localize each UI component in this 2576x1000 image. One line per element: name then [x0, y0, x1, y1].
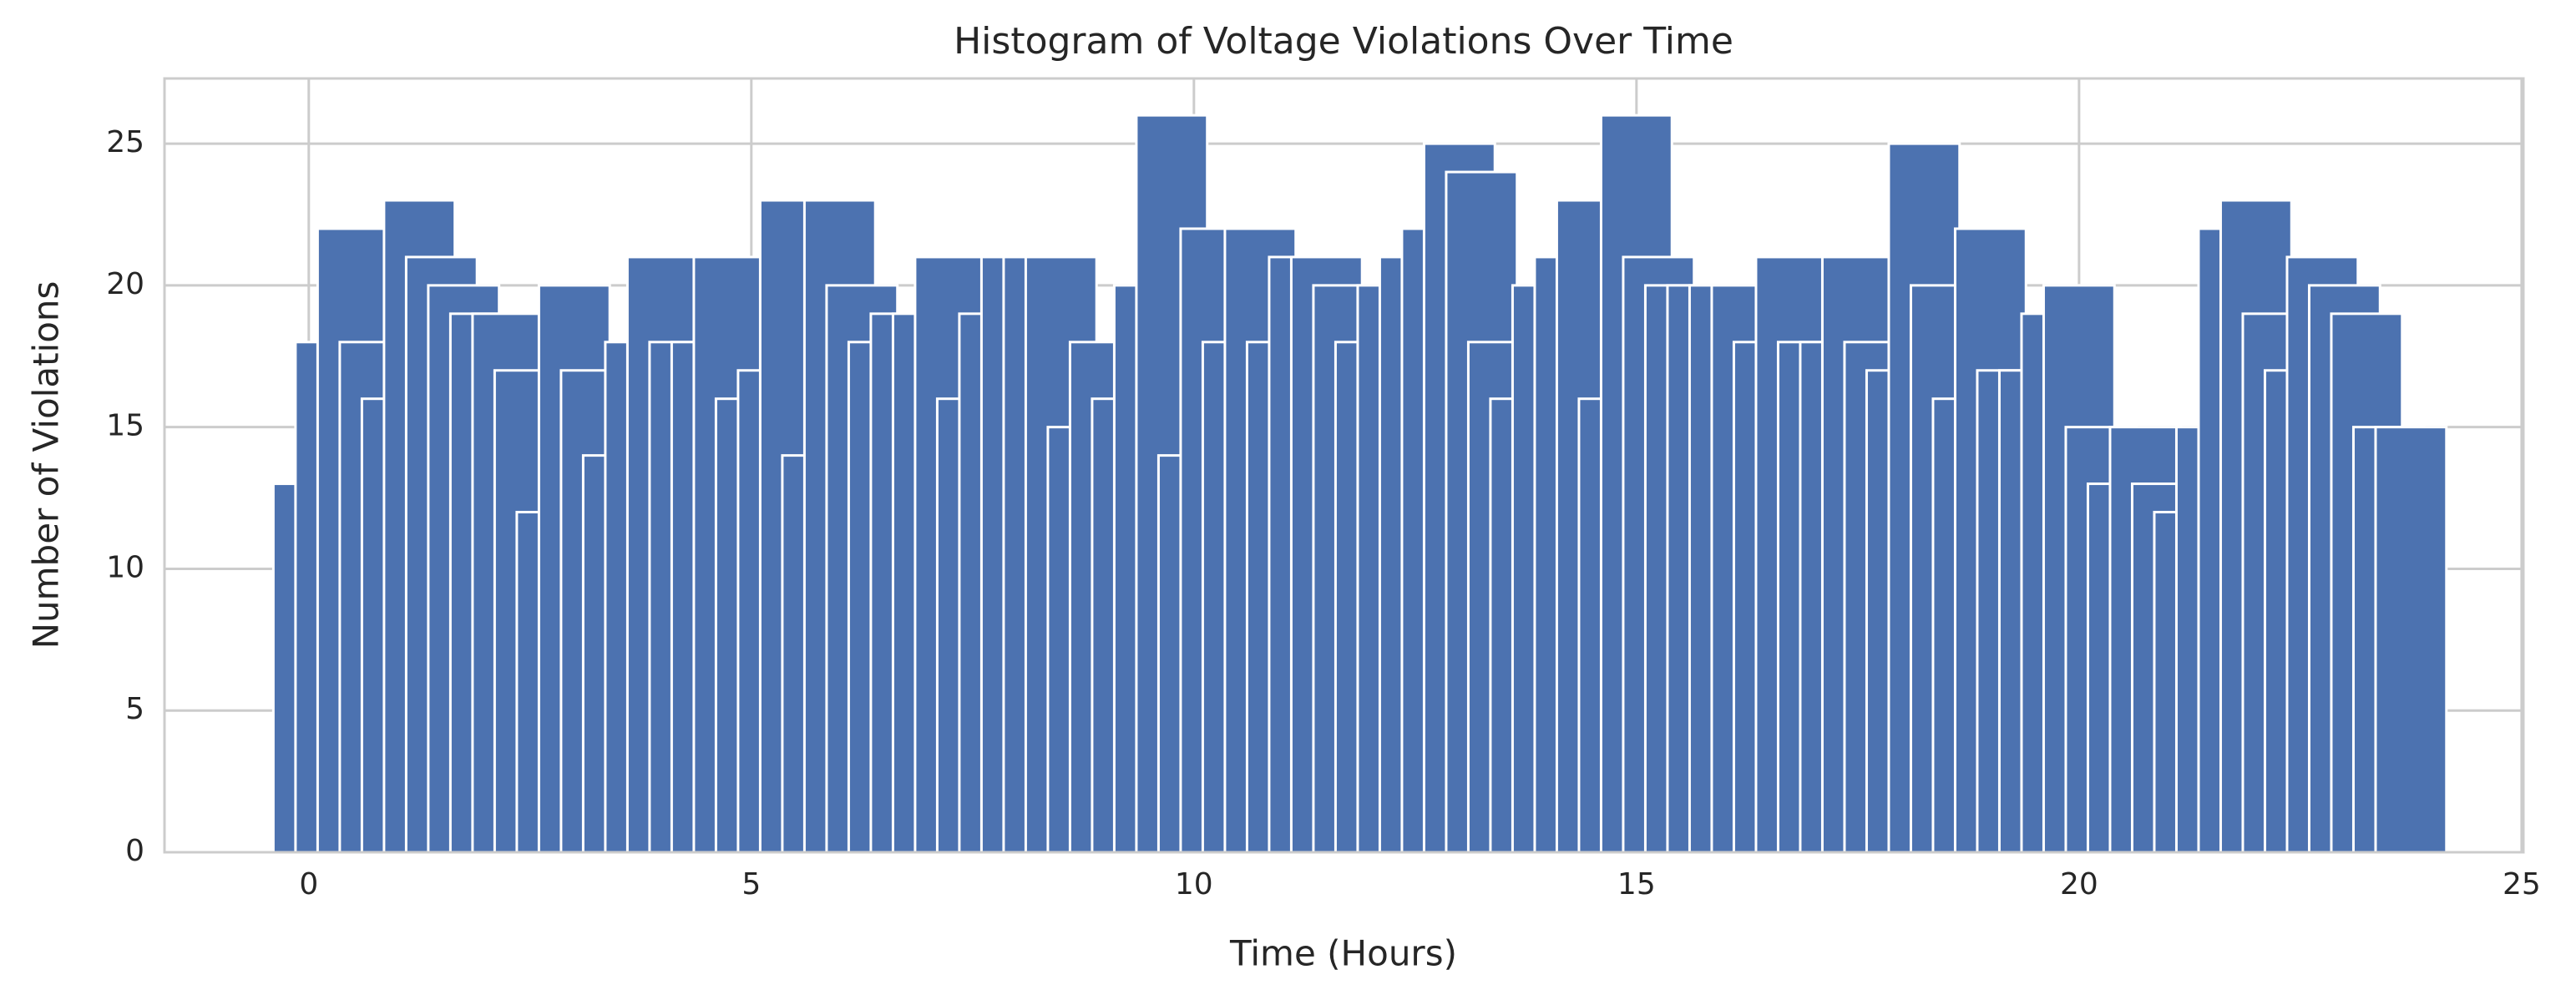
x-axis-label: Time (Hours)	[1229, 933, 1457, 974]
x-tick-label: 0	[299, 867, 318, 902]
y-tick-label: 15	[106, 409, 144, 443]
y-axis-label: Number of Violations	[26, 281, 67, 649]
bar	[2374, 426, 2448, 854]
x-tick-label: 15	[1617, 867, 1656, 902]
y-tick-label: 5	[125, 692, 144, 726]
x-tick-label: 20	[2060, 867, 2098, 902]
x-tick-label: 25	[2503, 867, 2541, 902]
plot-frame	[163, 77, 2525, 854]
y-tick-label: 10	[106, 550, 144, 584]
chart-title: Histogram of Voltage Violations Over Tim…	[954, 20, 1733, 63]
y-tick-label: 0	[125, 834, 144, 868]
x-tick-label: 10	[1175, 867, 1213, 902]
y-tick-label: 25	[106, 125, 144, 159]
x-tick-label: 5	[741, 867, 761, 902]
y-tick-label: 20	[106, 267, 144, 301]
